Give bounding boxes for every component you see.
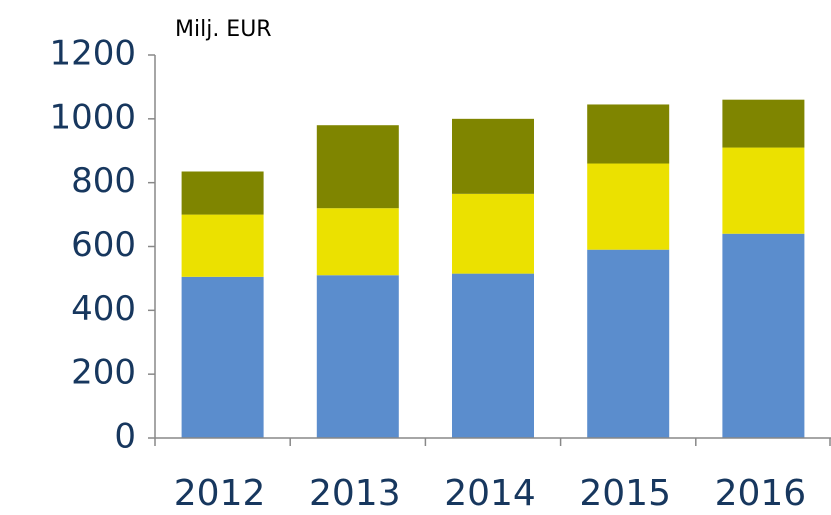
bar-segment	[181, 276, 264, 438]
y-tick-label: 1000	[49, 97, 136, 137]
y-tick-label: 400	[71, 289, 136, 329]
x-tick-label: 2013	[309, 473, 401, 514]
bar-segment	[181, 171, 264, 215]
chart-title: Milj. EUR	[175, 17, 272, 42]
bar-segment	[316, 125, 399, 209]
bar-segment	[587, 104, 670, 164]
bar-segment	[722, 147, 805, 234]
bar-segment	[181, 214, 264, 277]
y-tick-label: 200	[71, 353, 136, 393]
x-tick-label: 2015	[579, 473, 671, 514]
y-tick-label: 1200	[49, 34, 136, 74]
bar-segment	[452, 118, 534, 194]
x-tick-label: 2012	[174, 473, 266, 514]
bar-segment	[722, 99, 805, 148]
bar-segment	[722, 233, 805, 438]
bar-segment	[452, 193, 534, 274]
bar-segment	[452, 273, 534, 438]
bar-segment	[587, 163, 670, 250]
y-tick-label: 800	[71, 161, 136, 201]
y-tick-label: 600	[71, 225, 136, 265]
bar-segment	[316, 208, 399, 276]
x-tick-label: 2014	[444, 473, 536, 514]
bar-segment	[587, 249, 670, 438]
y-tick-label: 0	[114, 417, 136, 457]
x-tick-label: 2016	[715, 473, 807, 514]
bar-segment	[316, 275, 399, 438]
